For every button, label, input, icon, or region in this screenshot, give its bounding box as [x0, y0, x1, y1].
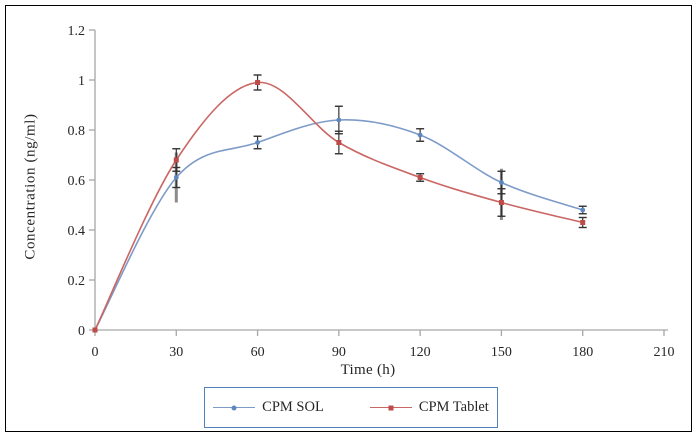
x-tick-label: 150: [491, 345, 512, 360]
data-point-marker: [499, 180, 504, 185]
legend-label: CPM Tablet: [418, 399, 489, 415]
x-tick-label: 180: [572, 345, 593, 360]
data-point-marker: [336, 117, 342, 123]
legend-line-marker-icon: [369, 402, 412, 413]
x-axis-title: Time (h): [340, 362, 396, 378]
data-point-marker: [580, 207, 586, 213]
x-tick-label: 90: [332, 345, 346, 360]
data-point-marker: [417, 175, 423, 180]
x-tick-label: 210: [654, 345, 675, 360]
data-point-marker: [255, 80, 261, 85]
y-tick-label: 0.6: [68, 174, 86, 189]
data-point-marker: [498, 200, 504, 205]
x-tick-label: 0: [92, 345, 99, 360]
data-point-marker: [173, 157, 179, 163]
x-tick-label: 30: [169, 345, 183, 360]
legend-item-cpm-tablet: CPM Tablet: [369, 399, 489, 416]
y-axis-title-text: Concentration (ng/ml): [22, 112, 39, 260]
legend-item-cpm-sol: CPM SOL: [213, 399, 324, 416]
data-point-marker: [92, 327, 98, 333]
legend-line-marker-icon: [213, 402, 256, 413]
data-point-marker: [417, 132, 423, 138]
y-tick-label: 0: [78, 324, 85, 339]
data-point-marker: [255, 140, 260, 145]
y-tick-label: 1: [78, 74, 85, 89]
y-tick-label: 0.4: [68, 224, 86, 239]
x-tick-label: 60: [251, 345, 265, 360]
y-tick-label: 1.2: [68, 24, 86, 39]
y-tick-label: 0.2: [68, 274, 86, 289]
legend: CPM SOL CPM Tablet: [204, 387, 498, 428]
y-tick-label: 0.8: [68, 124, 86, 139]
data-point-marker: [173, 175, 179, 180]
legend-label: CPM SOL: [262, 399, 324, 415]
data-point-marker: [336, 140, 342, 145]
x-tick-label: 120: [410, 345, 431, 360]
data-point-marker: [580, 220, 586, 225]
